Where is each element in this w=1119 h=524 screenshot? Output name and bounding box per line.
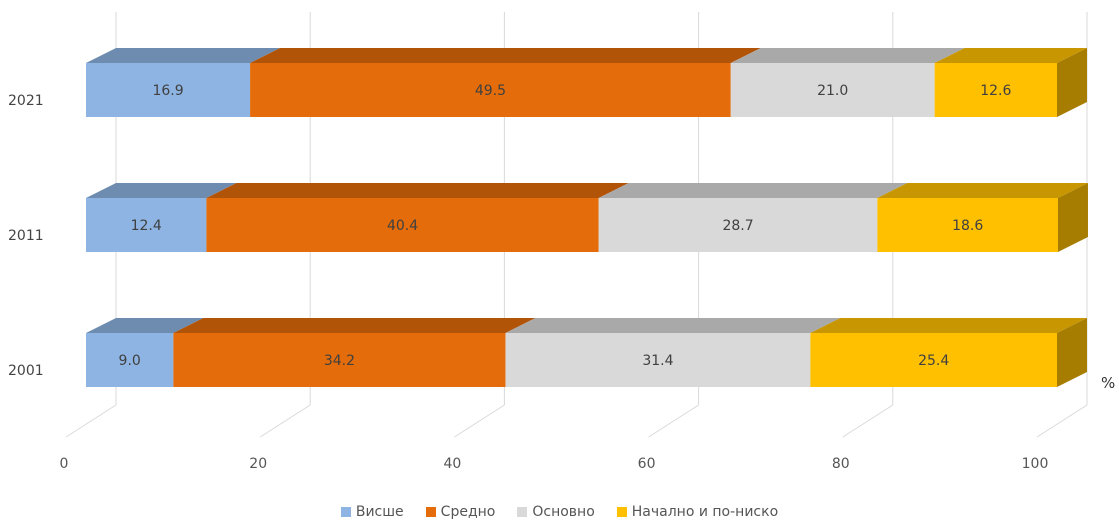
gridline-floor: [454, 404, 505, 438]
bar-top-face: [730, 48, 965, 63]
bar-front-face: [173, 333, 506, 387]
bar-front-face: [877, 198, 1058, 252]
legend-label: Висше: [355, 504, 404, 520]
bar-front-face: [730, 63, 935, 117]
gridline-floor: [65, 404, 117, 438]
category-label: 2001: [8, 363, 44, 379]
bar-side-face: [1057, 183, 1088, 252]
x-tick-label: 100: [1022, 456, 1049, 472]
bar-top-face: [86, 183, 237, 198]
bar-segment: [86, 318, 204, 387]
legend-label: Средно: [440, 504, 496, 520]
data-label: 49.5: [475, 83, 506, 99]
bar-segment: [810, 318, 1087, 387]
data-label: 40.4: [387, 218, 418, 234]
data-label: 31.4: [642, 353, 673, 369]
bar-segment: [206, 183, 629, 252]
bar-segment: [598, 183, 908, 252]
bar-top-face: [505, 318, 841, 333]
bar-top-face: [250, 48, 761, 63]
bar-top-face: [877, 183, 1088, 198]
bar-front-face: [86, 333, 174, 387]
x-tick-label: 80: [832, 456, 850, 472]
legend-item: Начално и по-ниско: [616, 504, 779, 520]
bar-front-face: [250, 63, 731, 117]
x-tick-label: 60: [638, 456, 656, 472]
bar-front-face: [86, 63, 251, 117]
data-label: 34.2: [324, 353, 355, 369]
bar-top-face: [86, 318, 204, 333]
gridline-floor: [842, 404, 894, 438]
bar-front-face: [598, 198, 878, 252]
data-label: 18.6: [952, 218, 983, 234]
legend-swatch: [425, 507, 436, 517]
legend-item: Висше: [340, 504, 404, 520]
unit-label: %: [1101, 374, 1115, 392]
category-labels: 2021 2011 2001: [8, 93, 44, 379]
legend: Висше Средно Основно Начално и по-ниско: [0, 500, 1119, 524]
bar-side-face: [1057, 318, 1087, 387]
bars: [86, 48, 1088, 387]
gridline-floor: [648, 404, 699, 438]
gridline-floor: [259, 404, 311, 438]
bar-front-face: [505, 333, 811, 387]
bar-top-face: [86, 48, 281, 63]
x-tick-label: 40: [443, 456, 461, 472]
data-label: 12.6: [980, 83, 1011, 99]
bar-segment: [934, 48, 1087, 117]
bar-segment: [86, 183, 237, 252]
x-tick-label: 20: [249, 456, 267, 472]
bar-front-face: [810, 333, 1057, 387]
bar-segment: [173, 318, 536, 387]
bar-segment: [877, 183, 1088, 252]
x-tick-labels: 0 20 40 60 80 100: [60, 456, 1049, 472]
legend-item: Основно: [517, 504, 595, 520]
bar-front-face: [86, 198, 207, 252]
bar-top-face: [934, 48, 1087, 63]
category-label: 2011: [8, 228, 44, 244]
bar-top-face: [810, 318, 1087, 333]
data-label: 21.0: [817, 83, 848, 99]
bar-front-face: [934, 63, 1057, 117]
legend-swatch: [616, 507, 627, 517]
data-label: 12.4: [131, 218, 162, 234]
gridline-floor: [1036, 404, 1088, 438]
bar-top-face: [206, 183, 629, 198]
bar-segment: [505, 318, 841, 387]
data-labels: 16.9 49.5 21.0 12.6 12.4 40.4 28.7 18.6 9.0 34.2 3…: [119, 83, 1012, 369]
legend-swatch: [340, 507, 351, 517]
category-label: 2021: [8, 93, 44, 109]
legend-item: Средно: [425, 504, 496, 520]
legend-label: Основно: [532, 504, 595, 520]
bar-segment: [86, 48, 281, 117]
legend-label: Начално и по-ниско: [631, 504, 779, 520]
bar-top-face: [598, 183, 908, 198]
bar-segment: [250, 48, 761, 117]
bar-top-face: [173, 318, 536, 333]
bar-side-face: [1057, 48, 1087, 117]
stacked-bar-chart: 16.9 49.5 21.0 12.6 12.4 40.4 28.7 18.6 9.0 34.2 3…: [8, 12, 1115, 472]
legend-swatch: [517, 507, 528, 517]
data-label: 28.7: [722, 218, 753, 234]
data-label: 16.9: [152, 83, 183, 99]
x-tick-label: 0: [60, 456, 69, 472]
bar-segment: [730, 48, 965, 117]
bar-front-face: [206, 198, 599, 252]
data-label: 25.4: [918, 353, 949, 369]
data-label: 9.0: [119, 353, 141, 369]
